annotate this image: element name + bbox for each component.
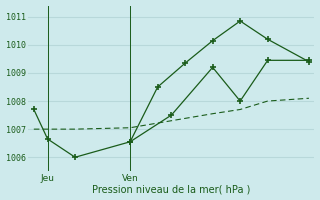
X-axis label: Pression niveau de la mer( hPa ): Pression niveau de la mer( hPa ) xyxy=(92,184,251,194)
